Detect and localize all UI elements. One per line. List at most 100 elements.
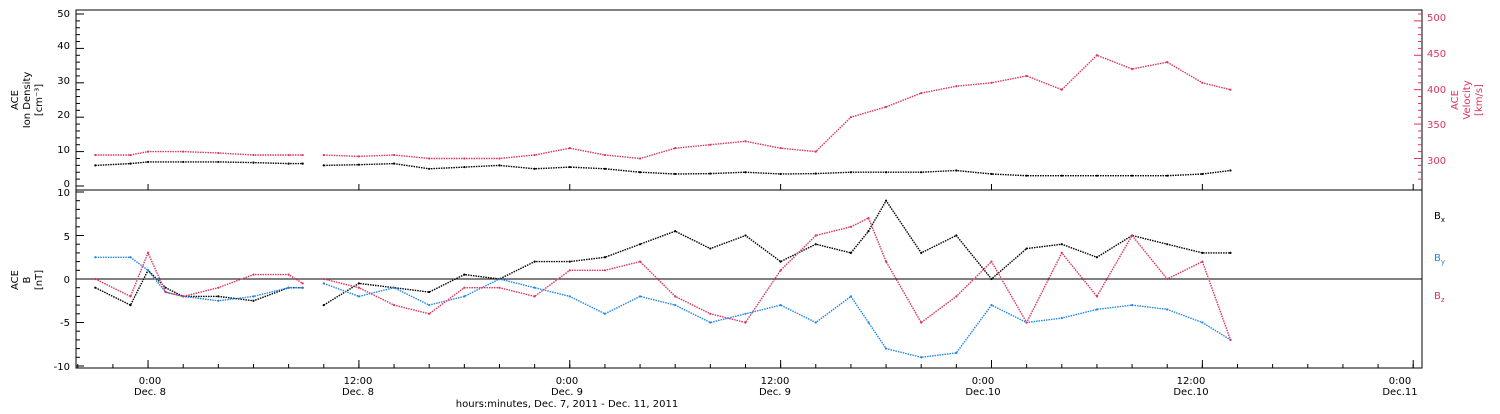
by-point: [603, 312, 607, 315]
bz-point: [301, 282, 304, 285]
by-point: [814, 321, 817, 324]
bx-point: [1095, 256, 1099, 259]
velocity-point: [849, 116, 853, 119]
density-tick-20: 20: [57, 110, 70, 121]
velocity-point: [920, 92, 923, 95]
bz-line: [94, 251, 304, 298]
by-point: [498, 277, 501, 281]
bx-point: [884, 199, 888, 202]
legend-bx: Bx: [1434, 211, 1445, 224]
bz-point: [357, 286, 361, 289]
bz-point: [146, 251, 150, 254]
bx-point: [428, 290, 431, 294]
velocity-label-line2: Velocity: [1462, 80, 1473, 119]
density-point: [814, 172, 817, 175]
density-point: [638, 171, 642, 174]
velocity-point: [129, 153, 132, 157]
velocity-tick-300: 300: [1427, 156, 1446, 167]
x-ticks: 0:00 Dec. 8 12:00 Dec. 8 0:00 Dec. 9 12:…: [134, 376, 1418, 398]
bz-line: [323, 217, 1232, 341]
bz-point: [533, 295, 536, 298]
x-tick-date-6: Dec.11: [1382, 387, 1417, 398]
by-point: [357, 295, 361, 298]
density-point: [1060, 174, 1063, 177]
by-point: [1166, 308, 1169, 311]
density-point: [301, 162, 304, 165]
by-point: [849, 295, 853, 298]
bz-point: [779, 269, 782, 272]
velocity-point: [814, 150, 817, 153]
by-point: [920, 356, 923, 359]
x-tick-time-1: 12:00: [344, 376, 373, 387]
bz-point: [955, 295, 958, 298]
bz-point: [252, 273, 255, 276]
bx-point: [1229, 251, 1232, 254]
density-point: [428, 167, 431, 170]
by-point: [568, 295, 571, 298]
bz-point: [94, 277, 97, 281]
plot-frame: [75, 9, 1423, 369]
velocity-point: [182, 150, 185, 153]
velocity-point: [884, 105, 888, 108]
b-tick-5: 5: [64, 232, 70, 243]
density-point: [392, 162, 396, 165]
density-point: [287, 162, 290, 165]
bz-point: [638, 260, 642, 263]
bz-point: [498, 286, 501, 289]
by-point: [674, 304, 677, 307]
velocity-point: [568, 147, 571, 150]
bz-point: [1095, 295, 1099, 298]
tick-marks: [76, 13, 1422, 368]
by-point: [955, 351, 958, 355]
bx-point: [709, 247, 712, 250]
velocity-tick-450: 450: [1427, 49, 1446, 60]
b-label-line3: [nT]: [34, 270, 45, 290]
by-point: [867, 321, 870, 324]
density-point: [1166, 174, 1169, 177]
velocity-point: [463, 157, 466, 160]
b-label-line2: B: [22, 276, 33, 283]
density-point: [146, 160, 150, 164]
density-ticks: 0 10 20 30 40 50: [57, 9, 70, 190]
by-point: [392, 286, 396, 289]
velocity-point: [146, 150, 150, 153]
bx-point: [463, 273, 466, 276]
x-tick-date-5: Dec.10: [1173, 387, 1208, 398]
x-axis-label: hours:minutes, Dec. 7, 2011 - Dec. 11, 2…: [456, 399, 678, 410]
b-tick-10: 10: [57, 188, 70, 199]
by-point: [428, 304, 431, 307]
b-legend: Bx By Bz: [1434, 211, 1445, 304]
bx-point: [1166, 243, 1169, 246]
velocity-point: [1095, 54, 1099, 57]
velocity-ticks: 300 350 400 450 500: [1427, 13, 1446, 167]
x-tick-time-5: 12:00: [1177, 376, 1206, 387]
velocity-point: [252, 153, 255, 157]
by-point: [744, 312, 747, 315]
density-point: [568, 165, 571, 169]
density-point: [744, 171, 747, 174]
density-point: [709, 172, 712, 175]
density-point: [990, 172, 993, 176]
bx-point: [164, 286, 167, 289]
density-point: [1095, 174, 1099, 177]
bx-point: [568, 260, 571, 263]
bx-point: [252, 299, 255, 302]
bx-point: [129, 304, 132, 307]
bx-line: [94, 269, 303, 307]
velocity-point: [744, 140, 747, 143]
velocity-point: [674, 147, 677, 150]
series-layer: [94, 54, 1232, 359]
density-point: [322, 164, 325, 167]
density-point: [955, 169, 958, 172]
bz-point: [884, 260, 888, 263]
by-point: [463, 295, 466, 298]
by-point: [779, 304, 782, 307]
velocity-label-line1: ACE: [1450, 90, 1461, 110]
b-label-line1: ACE: [10, 270, 21, 290]
density-point: [182, 160, 185, 164]
bz-point: [1025, 321, 1028, 324]
bz-point: [287, 273, 290, 276]
velocity-point: [1201, 81, 1204, 84]
bz-point: [920, 321, 923, 324]
